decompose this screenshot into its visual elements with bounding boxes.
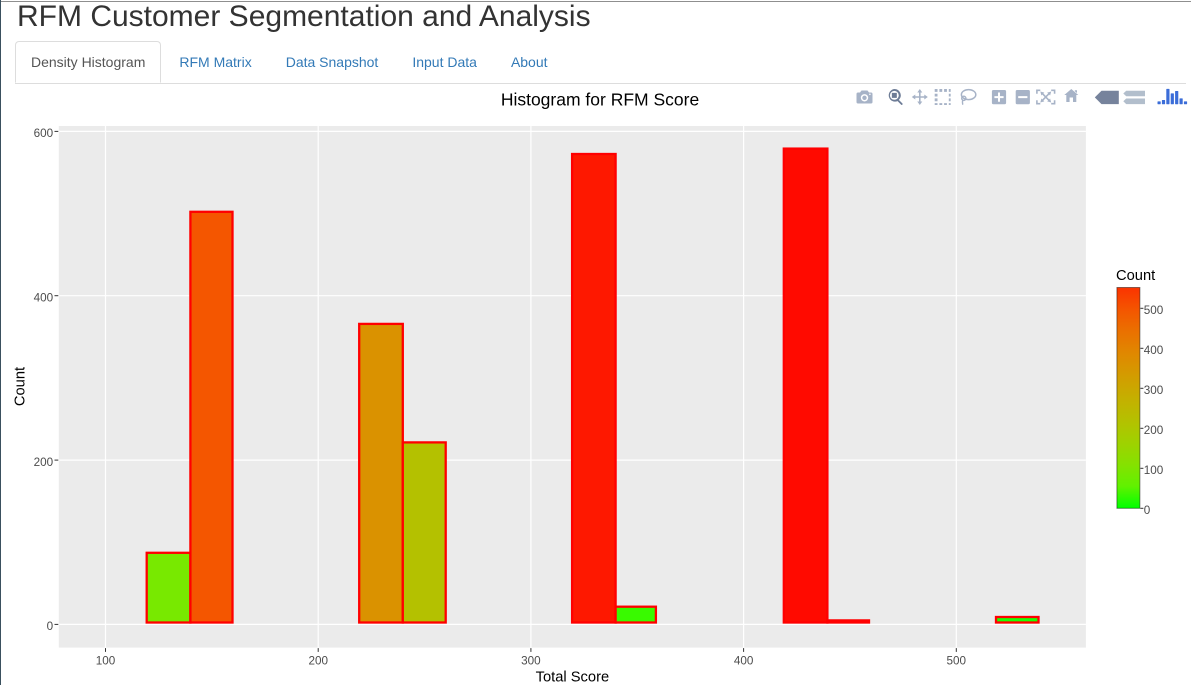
svg-text:Count: Count xyxy=(13,367,29,406)
svg-text:500: 500 xyxy=(1144,304,1164,317)
svg-text:0: 0 xyxy=(1144,504,1151,517)
svg-text:200: 200 xyxy=(1144,424,1164,437)
svg-text:0: 0 xyxy=(47,620,54,633)
svg-text:300: 300 xyxy=(521,654,541,667)
svg-text:200: 200 xyxy=(34,456,54,469)
svg-text:500: 500 xyxy=(947,654,967,667)
svg-text:100: 100 xyxy=(96,654,116,667)
svg-text:400: 400 xyxy=(34,292,54,305)
svg-text:200: 200 xyxy=(308,654,328,667)
svg-text:Histogram for RFM Score: Histogram for RFM Score xyxy=(501,90,699,110)
svg-text:400: 400 xyxy=(1144,344,1164,357)
svg-text:100: 100 xyxy=(1144,464,1164,477)
svg-text:Count: Count xyxy=(1116,268,1155,284)
svg-text:400: 400 xyxy=(734,654,754,667)
svg-text:Total Score: Total Score xyxy=(536,669,609,685)
svg-text:600: 600 xyxy=(34,127,54,140)
svg-text:300: 300 xyxy=(1144,384,1164,397)
